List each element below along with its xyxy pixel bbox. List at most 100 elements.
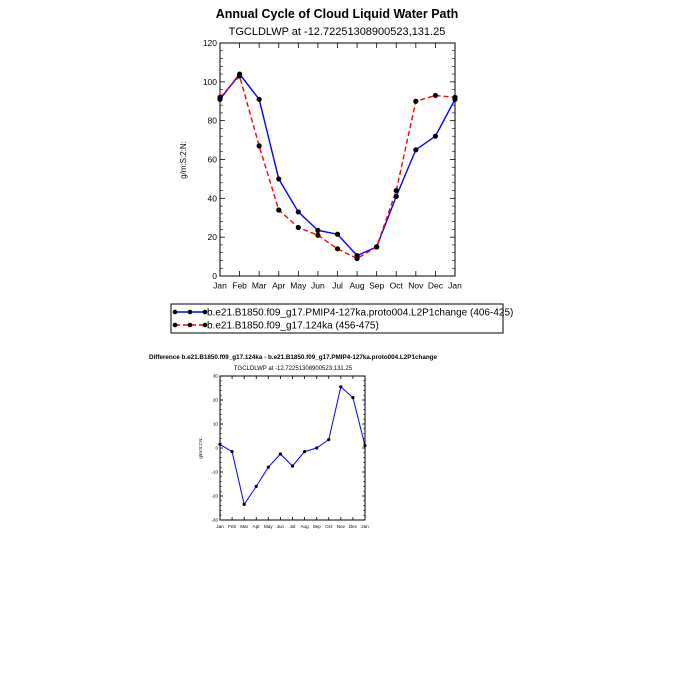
plot-frame	[219, 42, 456, 277]
plot-area: Jan Feb Mar Apr May Jun Jul Aug Sep Oct Nov Dec Jan0…	[203, 38, 462, 291]
x-tick-label: Dec	[428, 281, 444, 291]
data-point-series-1	[230, 450, 234, 454]
legend-marker-series-2	[202, 322, 208, 328]
y-axis-label: g/m:S:2:N:	[198, 437, 203, 458]
data-point-series-2	[413, 98, 419, 104]
y-tick-label: 80	[208, 116, 218, 126]
x-tick-label: Feb	[228, 524, 236, 529]
y-tick-label: 20	[208, 232, 218, 242]
chart-title: Annual Cycle of Cloud Liquid Water Path	[216, 7, 459, 21]
data-point-series-1	[290, 464, 295, 468]
y-tick-label: -30	[211, 518, 218, 523]
data-point-series-1	[242, 502, 246, 506]
data-point-series-2	[217, 94, 223, 100]
data-point-series-2	[354, 255, 360, 262]
data-point-series-1	[393, 193, 399, 199]
legend-label-series-2: b.e21.B1850.f09_g17.124ka (456-475)	[207, 321, 379, 332]
x-tick-label: Jan	[216, 524, 224, 529]
plot-area: Jan Feb Mar Apr May Jun Jul Aug Sep Oct Nov Dec Jan-…	[211, 374, 369, 529]
x-tick-label: Jan	[213, 281, 227, 291]
series-line-2	[219, 74, 456, 260]
y-tick-label: 60	[208, 154, 218, 164]
legend-label-series-1: b.e21.B1850.f09_g17.PMIP4-127ka.proto004…	[207, 308, 513, 319]
chart-subtitle: TGCLDLWP at -12.72251308900523,131.25	[229, 26, 446, 38]
y-tick-label: 100	[203, 77, 217, 87]
data-point-series-2	[393, 187, 399, 194]
data-point-series-2	[432, 92, 439, 99]
data-point-series-1	[334, 231, 341, 237]
data-point-series-2	[276, 207, 282, 213]
plot-frame	[219, 375, 366, 521]
x-tick-label: Oct	[325, 524, 333, 529]
data-point-series-2	[236, 73, 243, 79]
data-point-series-2	[334, 246, 341, 252]
legend-marker-series-1	[187, 309, 193, 315]
data-point-series-1	[254, 484, 258, 488]
y-tick-label: 0	[212, 271, 217, 281]
annual-cycle-chart: Annual Cycle of Cloud Liquid Water Path …	[170, 7, 513, 334]
chart-subtitle: TGCLDLWP at -12.72251308900523,131.25	[234, 366, 353, 372]
series-line-1	[219, 385, 366, 506]
data-point-series-2	[452, 94, 458, 100]
data-point-series-1	[339, 385, 343, 389]
legend: b.e21.B1850.f09_g17.PMIP4-127ka.proto004…	[170, 303, 513, 334]
x-tick-label: May	[290, 281, 307, 291]
data-point-series-1	[315, 227, 321, 233]
x-tick-label: Mar	[252, 281, 267, 291]
x-tick-label: Apr	[253, 524, 261, 529]
x-tick-label: Dec	[349, 524, 358, 529]
y-tick-label: 40	[208, 193, 218, 203]
data-point-series-1	[432, 133, 439, 139]
legend-marker-series-2	[172, 322, 178, 328]
y-tick-label: 120	[203, 38, 217, 48]
data-point-series-2	[374, 244, 380, 250]
x-tick-label: Jan	[448, 281, 462, 291]
data-point-series-2	[315, 232, 321, 238]
data-point-series-1	[266, 465, 270, 469]
data-point-series-1	[278, 452, 283, 456]
x-tick-label: Sep	[313, 524, 322, 529]
data-point-series-1	[302, 450, 307, 454]
x-tick-label: May	[264, 524, 273, 529]
y-tick-label: -20	[211, 494, 218, 499]
x-tick-label: Feb	[232, 281, 247, 291]
x-tick-label: Oct	[390, 281, 404, 291]
legend-marker-series-1	[202, 309, 208, 315]
x-tick-label: Nov	[408, 281, 424, 291]
x-tick-label: Jun	[311, 281, 325, 291]
y-tick-label: 10	[213, 422, 219, 427]
x-tick-label: Nov	[337, 524, 346, 529]
data-point-series-2	[256, 143, 262, 149]
y-tick-label: 0	[215, 446, 218, 451]
data-point-series-2	[295, 224, 301, 231]
x-tick-label: Mar	[240, 524, 248, 529]
data-point-series-1	[351, 396, 355, 400]
x-tick-label: Aug	[300, 524, 309, 529]
x-tick-label: Jan	[361, 524, 369, 529]
data-point-series-1	[363, 444, 367, 448]
y-tick-label: 20	[213, 398, 219, 403]
x-tick-label: Aug	[350, 281, 365, 291]
x-tick-label: Apr	[272, 281, 285, 291]
difference-chart: Difference b.e21.B1850.f09_g17.124ka - b…	[149, 354, 438, 529]
data-point-series-1	[413, 147, 419, 153]
series-line-1	[219, 72, 456, 257]
x-tick-label: Jun	[277, 524, 285, 529]
y-tick-label: 30	[213, 374, 219, 379]
y-axis-label: g/m:S:2:N:	[179, 141, 188, 179]
data-point-series-1	[315, 446, 319, 450]
data-point-series-1	[327, 438, 331, 442]
x-tick-label: Sep	[369, 281, 384, 291]
legend-marker-series-1	[172, 309, 178, 315]
data-point-series-1	[218, 442, 222, 446]
x-tick-label: Jul	[332, 281, 343, 291]
chart-title: Difference b.e21.B1850.f09_g17.124ka - b…	[149, 354, 438, 361]
x-tick-label: Jul	[290, 524, 296, 529]
data-point-series-1	[276, 176, 282, 182]
legend-marker-series-2	[187, 322, 193, 328]
y-tick-label: -10	[211, 470, 218, 475]
data-point-series-1	[295, 209, 301, 215]
legend-box	[170, 303, 504, 334]
data-point-series-1	[256, 96, 262, 102]
